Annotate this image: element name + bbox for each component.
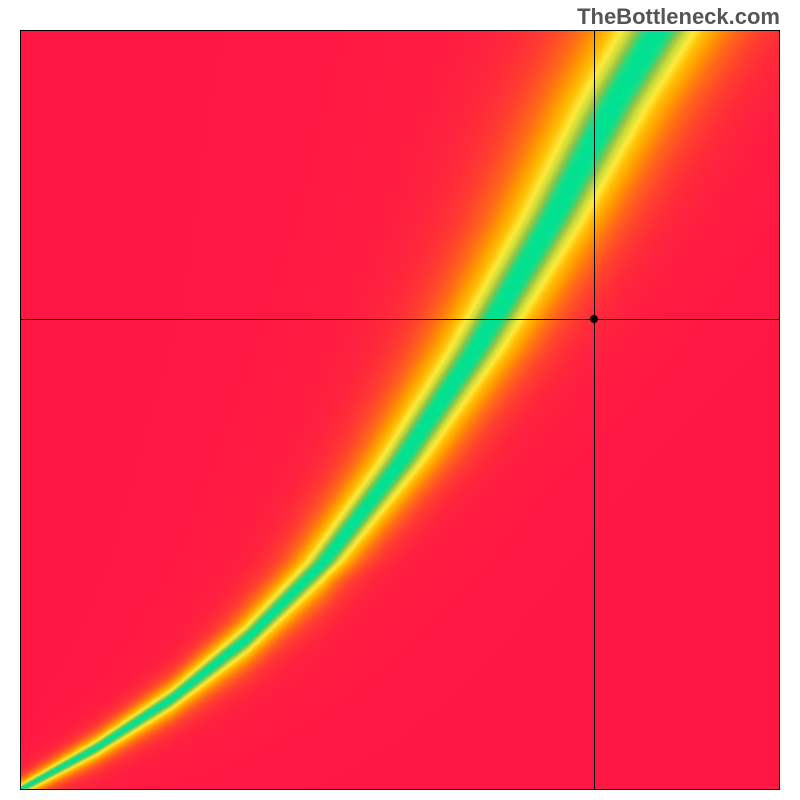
crosshair-horizontal [20,319,780,320]
watermark-text: TheBottleneck.com [577,4,780,30]
bottleneck-heatmap [20,30,780,790]
marker-dot [590,315,598,323]
crosshair-vertical [594,30,595,790]
figure-container: TheBottleneck.com [0,0,800,800]
